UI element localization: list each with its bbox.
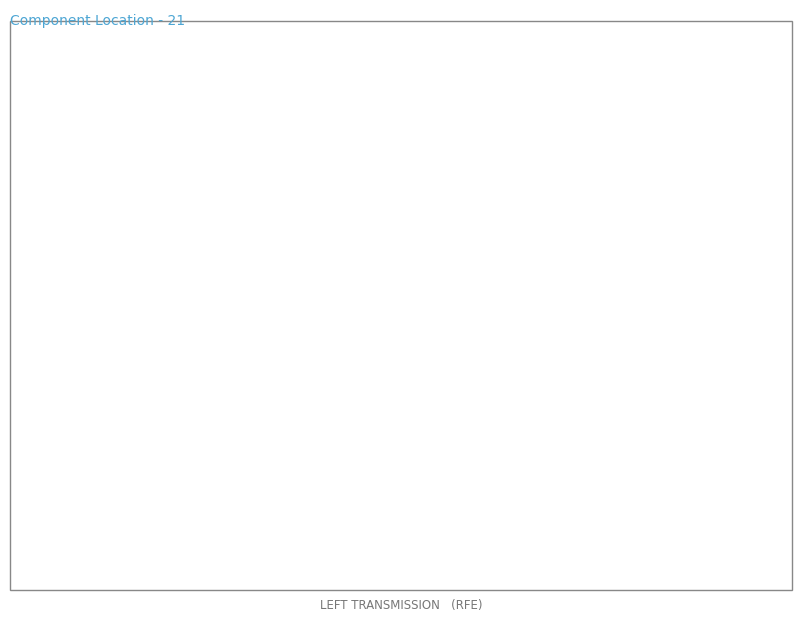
Text: ASSEMBLY-
TRANSMISSION
SOLENOID/TRS: ASSEMBLY- TRANSMISSION SOLENOID/TRS (415, 384, 481, 414)
Text: SENSOR-
OXYGEN 1/2: SENSOR- OXYGEN 1/2 (598, 119, 651, 138)
Text: SENSOR-
OUTPUT
SPEED: SENSOR- OUTPUT SPEED (223, 430, 261, 460)
Ellipse shape (415, 248, 443, 278)
Ellipse shape (423, 139, 583, 343)
Ellipse shape (60, 160, 190, 327)
FancyBboxPatch shape (162, 263, 209, 290)
Ellipse shape (603, 296, 618, 308)
Text: SENSOR-
PROP SHAFT
SPEED-
FRONT: SENSOR- PROP SHAFT SPEED- FRONT (569, 426, 622, 466)
Ellipse shape (685, 319, 699, 331)
FancyBboxPatch shape (601, 173, 655, 198)
Text: FWD: FWD (618, 183, 634, 188)
Text: SENSOR-
OXYGEN 1/1: SENSOR- OXYGEN 1/1 (496, 56, 549, 75)
FancyBboxPatch shape (203, 265, 214, 271)
Ellipse shape (439, 261, 444, 265)
Ellipse shape (778, 243, 792, 263)
Text: ASSEMBLY-
SHIFT MOTOR/
MODE SENSOR: ASSEMBLY- SHIFT MOTOR/ MODE SENSOR (707, 190, 772, 220)
Text: FWD: FWD (253, 184, 270, 190)
Polygon shape (523, 172, 669, 286)
Text: S10361D: S10361D (750, 558, 782, 565)
Text: LEFT TRANSMISSION   (RFE): LEFT TRANSMISSION (RFE) (320, 599, 482, 612)
Ellipse shape (433, 273, 438, 277)
Ellipse shape (773, 238, 798, 268)
Ellipse shape (420, 249, 425, 253)
FancyBboxPatch shape (203, 279, 214, 285)
FancyBboxPatch shape (237, 173, 296, 201)
Polygon shape (151, 176, 314, 294)
Polygon shape (50, 165, 133, 184)
Ellipse shape (420, 273, 425, 277)
Ellipse shape (415, 261, 419, 265)
Ellipse shape (704, 251, 726, 272)
Ellipse shape (433, 249, 438, 253)
Ellipse shape (746, 288, 759, 300)
Polygon shape (687, 277, 784, 329)
Ellipse shape (245, 295, 262, 310)
Text: SENSOR-
PROP SHAFT
SPEED-
REAR: SENSOR- PROP SHAFT SPEED- REAR (701, 402, 755, 442)
Text: SENSOR-
OUTPUT
SPEED: SENSOR- OUTPUT SPEED (482, 396, 520, 426)
Ellipse shape (421, 252, 437, 274)
FancyBboxPatch shape (203, 272, 214, 278)
Polygon shape (645, 214, 710, 275)
Ellipse shape (440, 165, 551, 316)
Text: Component Location - 21: Component Location - 21 (10, 14, 184, 27)
Text: ELECTRONIC FULL TIME T/CASE: ELECTRONIC FULL TIME T/CASE (500, 546, 685, 558)
Ellipse shape (43, 135, 222, 351)
Text: 4 x 2: 4 x 2 (188, 546, 218, 558)
Polygon shape (406, 141, 517, 169)
Text: SENSOR-
OXYGEN 1/1: SENSOR- OXYGEN 1/1 (156, 57, 209, 76)
Text: SENSOR-
OXYGEN 1/2: SENSOR- OXYGEN 1/2 (322, 157, 375, 177)
Polygon shape (281, 231, 429, 288)
FancyBboxPatch shape (528, 256, 570, 280)
Polygon shape (31, 137, 144, 170)
Text: ASSEMBLY-
TRANSMISSION
SOLENOID/TRS: ASSEMBLY- TRANSMISSION SOLENOID/TRS (29, 389, 95, 418)
Text: SENSOR-
INPUT
SPEED: SENSOR- INPUT SPEED (429, 45, 468, 75)
FancyBboxPatch shape (143, 202, 177, 229)
Text: SENSOR-
INPUT
SPEED: SENSOR- INPUT SPEED (29, 288, 67, 317)
Polygon shape (683, 230, 785, 277)
